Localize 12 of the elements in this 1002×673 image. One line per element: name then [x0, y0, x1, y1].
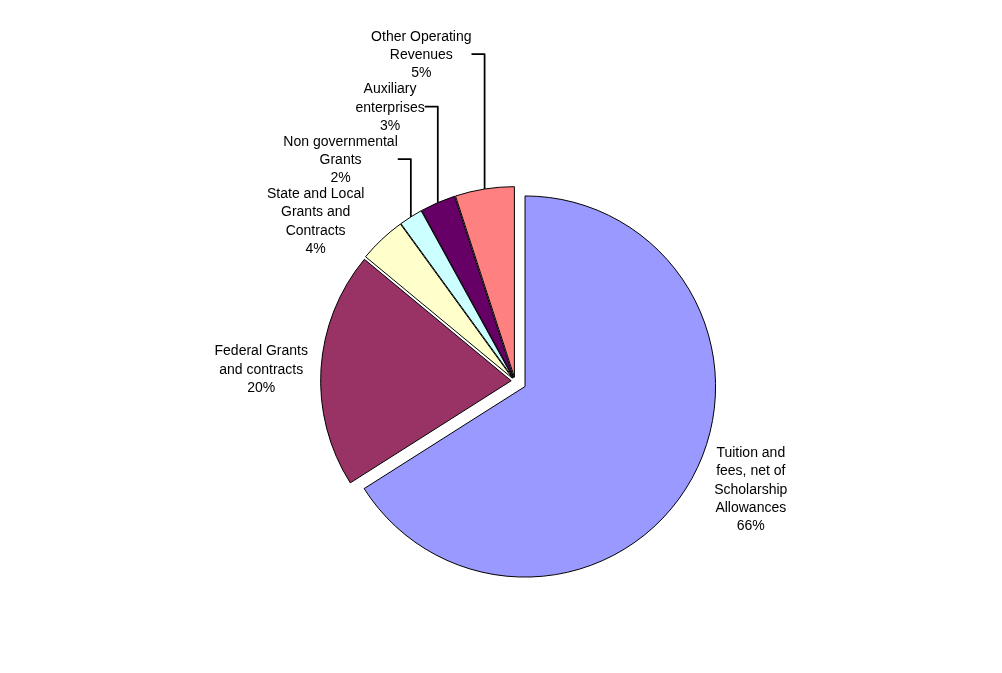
- data-label: 4%: [305, 239, 326, 256]
- data-label: 3%: [379, 116, 401, 133]
- slice-label: State and Local Grants and Contracts: [266, 185, 365, 238]
- slice-label: Other Operating Revenues: [371, 28, 472, 63]
- slice-label: Tuition and fees, net of Scholarship Allowances: [714, 444, 788, 515]
- slice-label: Non governmental Grants: [283, 132, 398, 168]
- data-label: 5%: [411, 64, 432, 81]
- slice-label: Auxiliary enterprises: [355, 80, 425, 115]
- data-label: 2%: [330, 169, 351, 186]
- data-label: 20%: [247, 378, 276, 395]
- data-label: 66%: [736, 517, 765, 534]
- slice-label: Federal Grants and contracts: [214, 342, 308, 377]
